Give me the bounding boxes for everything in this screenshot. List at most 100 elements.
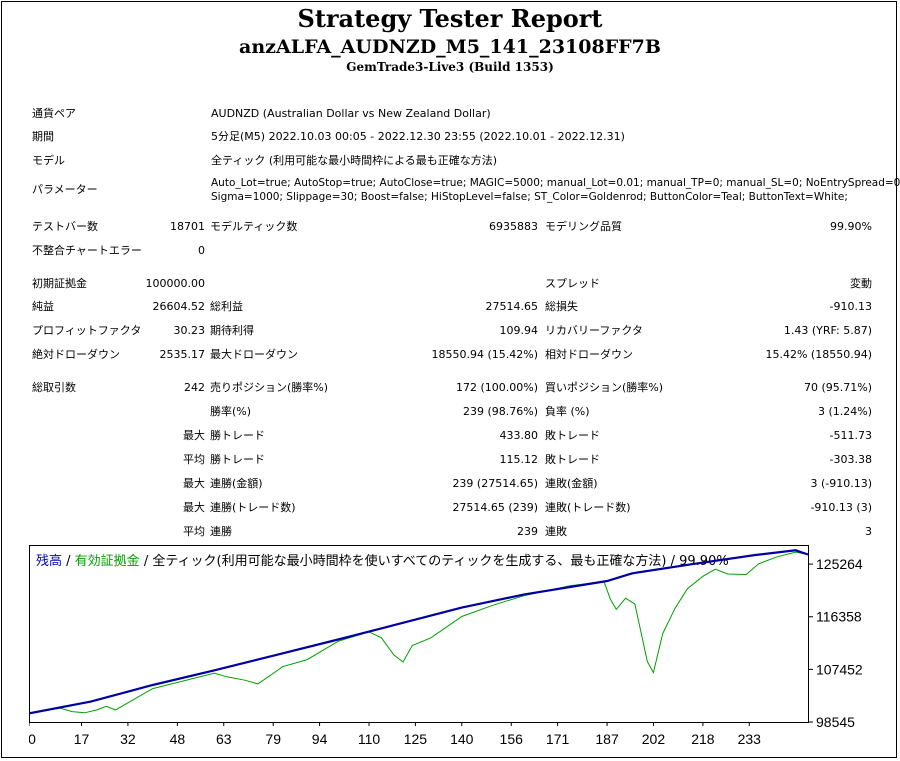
gross-profit-value: 27514.65 — [485, 300, 539, 313]
win-rate-value: 239 (98.76%) — [462, 405, 538, 418]
x-tick-label: 48 — [170, 731, 186, 747]
legend-sep: / — [62, 554, 75, 569]
net-profit-label: 純益 — [32, 300, 54, 313]
avg-prefix-2: 平均 — [183, 525, 205, 538]
period-label: 期間 — [32, 130, 54, 143]
legend-equity: 有効証拠金 — [75, 553, 140, 569]
period-value: 5分足(M5) 2022.10.03 00:05 - 2022.12.30 23… — [211, 130, 625, 143]
balance-chart: 残高 / 有効証拠金 / 全ティック(利用可能な最小時間枠を使いすべてのティック… — [29, 545, 863, 747]
plot-area — [29, 545, 809, 723]
build-info: GemTrade3-Live3 (Build 1353) — [346, 60, 554, 74]
avg-loss-value: -303.38 — [829, 453, 872, 466]
legend-balance: 残高 — [36, 553, 62, 569]
max-loss-label: 敗トレード — [545, 429, 600, 442]
y-axis: 98545 107452 116358 125264 — [808, 556, 863, 730]
report-title: Strategy Tester Report — [297, 4, 603, 33]
win-rate-label: 勝率(%) — [210, 405, 252, 418]
params-line2: Sigma=1000; Slippage=30; Boost=false; Hi… — [211, 191, 848, 203]
short-positions-label: 売りポジション(勝率%) — [210, 381, 329, 394]
max-drawdown-label: 最大ドローダウン — [210, 348, 298, 361]
gross-loss-value: -910.13 — [829, 300, 872, 313]
x-tick-label: 32 — [120, 731, 136, 747]
cons-win-amount-label: 連勝(金額) — [210, 477, 263, 490]
cons-loss-amount-value: 3 (-910.13) — [810, 477, 872, 490]
avg-cons-win-label: 連勝 — [210, 525, 232, 538]
cons-win-count-label: 連勝(トレード数) — [210, 501, 296, 514]
total-trades-label: 総取引数 — [32, 381, 76, 394]
avg-prefix: 平均 — [183, 453, 205, 466]
avg-cons-loss-label: 連敗 — [545, 525, 567, 538]
y-tick-label: 107452 — [816, 661, 863, 677]
net-profit-value: 26604.52 — [152, 300, 206, 313]
long-positions-value: 70 (95.71%) — [803, 381, 872, 394]
expected-payoff-label: 期待利得 — [210, 324, 254, 337]
y-tick-label: 98545 — [816, 714, 855, 730]
params-line1: Auto_Lot=true; AutoStop=true; AutoClose=… — [211, 177, 900, 189]
quality-label: モデリング品質 — [545, 220, 622, 233]
profit-factor-value: 30.23 — [173, 324, 206, 337]
max-drawdown-value: 18550.94 (15.42%) — [431, 348, 538, 361]
ticks-label: モデルティック数 — [210, 220, 298, 233]
cons-loss-count-value: -910.13 (3) — [810, 501, 872, 514]
x-tick-label: 79 — [265, 731, 281, 747]
bars-label: テストバー数 — [32, 220, 98, 233]
avg-cons-win-value: 239 — [517, 525, 538, 538]
cons-loss-amount-label: 連敗(金額) — [545, 477, 598, 490]
quality-value: 99.90% — [830, 220, 872, 233]
profit-factor-label: プロフィットファクタ — [32, 324, 142, 337]
gross-profit-label: 総利益 — [210, 300, 243, 313]
x-tick-label: 233 — [738, 731, 762, 747]
rel-drawdown-value: 15.42% (18550.94) — [765, 348, 872, 361]
x-tick-label: 156 — [500, 731, 524, 747]
max-loss-value: -511.73 — [829, 429, 872, 442]
abs-drawdown-label: 絶対ドローダウン — [32, 348, 120, 361]
pair-label: 通貨ペア — [32, 107, 76, 120]
chart-legend: 残高 / 有効証拠金 / 全ティック(利用可能な最小時間枠を使いすべてのティック… — [36, 553, 729, 569]
cons-win-count-value: 27514.65 (239) — [452, 501, 538, 514]
deposit-value: 100000.00 — [145, 277, 206, 290]
short-positions-value: 172 (100.00%) — [455, 381, 538, 394]
loss-rate-value: 3 (1.24%) — [817, 405, 872, 418]
balance-line — [29, 549, 809, 715]
rel-drawdown-label: 相対ドローダウン — [545, 348, 633, 361]
x-axis: 0 17 32 48 63 79 94 110 125 140 156 171 187 202 218 233 — [29, 722, 761, 747]
x-tick-label: 110 — [358, 731, 381, 747]
x-tick-label: 17 — [74, 731, 90, 747]
x-tick-label: 187 — [595, 731, 619, 747]
errors-label: 不整合チャートエラー — [32, 244, 142, 257]
report-subtitle: anzALFA_AUDNZD_M5_141_23108FF7B — [239, 36, 661, 58]
x-tick-label: 63 — [216, 731, 232, 747]
spread-label: スプレッド — [545, 277, 600, 290]
recovery-factor-label: リカバリーファクタ — [545, 324, 643, 337]
abs-drawdown-value: 2535.17 — [159, 348, 206, 361]
total-trades-value: 242 — [184, 381, 205, 394]
bars-value: 18701 — [170, 220, 205, 233]
x-tick-label: 171 — [546, 731, 570, 747]
x-tick-label: 140 — [450, 731, 474, 747]
x-tick-label: 0 — [29, 731, 36, 747]
model-label: モデル — [32, 154, 65, 167]
max-win-value: 433.80 — [499, 429, 539, 442]
loss-rate-label: 負率 (%) — [545, 405, 590, 418]
avg-loss-label: 敗トレード — [545, 453, 600, 466]
spread-value: 変動 — [850, 277, 872, 290]
avg-win-value: 115.12 — [499, 453, 539, 466]
x-tick-label: 94 — [312, 731, 328, 747]
deposit-label: 初期証拠金 — [32, 277, 87, 290]
cons-loss-count-label: 連敗(トレード数) — [545, 501, 631, 514]
max-win-label: 勝トレード — [210, 429, 265, 442]
x-tick-label: 125 — [404, 731, 428, 747]
ticks-value: 6935883 — [489, 220, 538, 233]
model-value: 全ティック (利用可能な最小時間枠による最も正確な方法) — [211, 154, 498, 167]
params-label: パラメーター — [32, 183, 98, 196]
y-tick-label: 116358 — [816, 609, 862, 625]
legend-rest: / 全ティック(利用可能な最小時間枠を使いすべてのティックを生成する、最も正確な… — [140, 553, 729, 569]
long-positions-label: 買いポジション(勝率%) — [545, 381, 664, 394]
errors-value: 0 — [198, 244, 205, 257]
series-lines — [29, 549, 809, 715]
x-tick-label: 218 — [691, 731, 715, 747]
gross-loss-label: 総損失 — [545, 300, 578, 313]
expected-payoff-value: 109.94 — [499, 324, 539, 337]
equity-line — [29, 551, 809, 714]
recovery-factor-value: 1.43 (YRF: 5.87) — [783, 324, 872, 337]
